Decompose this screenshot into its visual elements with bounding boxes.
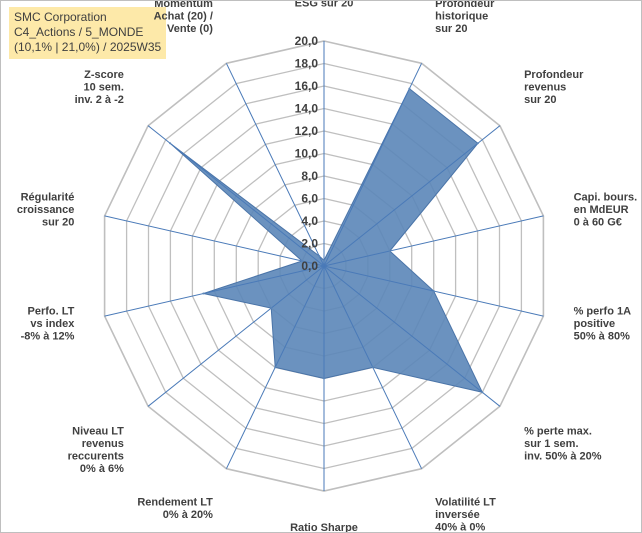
data-point [323, 259, 325, 262]
axis-label-line: reccurents [68, 451, 124, 463]
axis-spoke [323, 125, 501, 267]
axis-label: Capi. bours. en MdEUR 0 à 60 G€ [574, 192, 638, 229]
axis-label-line: Momentum [154, 1, 213, 10]
axis-label-line: sur 20 [435, 23, 467, 35]
data-point [476, 142, 479, 145]
axis-label-line: 0% à 20% [163, 509, 213, 521]
axis-label-line: inv. 2 à -2 [75, 94, 124, 106]
data-point [432, 290, 435, 292]
axis-label-line: Capi. bours. [574, 192, 638, 204]
tick-label: 4,0 [301, 214, 318, 228]
axis-label-line: Niveau LT [72, 426, 124, 438]
tick-label: 8,0 [301, 169, 318, 183]
axis-spoke [225, 63, 325, 267]
axis-label-line: 0 à 60 G€ [574, 217, 622, 229]
tick-label: 12,0 [295, 124, 319, 138]
chart-title-company: SMC Corporation [14, 10, 107, 24]
chart-title-box: SMC Corporation C4_Actions / 5_MONDE (10… [9, 7, 167, 59]
axis-label-line: sur 1 sem. [524, 438, 578, 450]
data-point [388, 250, 391, 252]
data-point [202, 292, 205, 295]
axis-label-line: inversée [435, 509, 480, 521]
axis-label-line: revenus [524, 81, 566, 93]
axis-label: Volatilité LT inversée 40% à 0% [435, 497, 496, 532]
axis-spoke [323, 265, 501, 407]
axis-label: Régularité croissance sur 20 [17, 192, 74, 229]
axis-label-line: Ratio Sharpe [290, 522, 358, 532]
axis-label: Rendement LT 0% à 20% [137, 497, 213, 521]
axis-label-line: % perte max. [524, 426, 592, 438]
axis-label-line: Profondeur [524, 69, 584, 81]
data-point [323, 377, 325, 380]
data-point [169, 142, 172, 145]
axis-label-line: Achat (20) / [154, 10, 213, 22]
data-point [301, 260, 304, 262]
axis-label: % perte max. sur 1 sem. inv. 50% à 20% [524, 426, 602, 463]
axis-label: Profondeur historique sur 20 [435, 1, 495, 35]
tick-label: 18,0 [295, 57, 319, 71]
tick-label: 6,0 [301, 192, 318, 206]
axis-spoke [323, 63, 423, 267]
axis-label: Z-score 10 sem. inv. 2 à -2 [75, 69, 124, 106]
axis-label-line: sur 20 [42, 217, 74, 229]
axis-label: Momentum Achat (20) / Vente (0) [154, 1, 214, 35]
data-point [481, 391, 484, 394]
axis-label-line: Rendement LT [137, 497, 213, 509]
tick-label: 2,0 [301, 237, 318, 251]
axis-label-line: ESG sur 20 [295, 1, 354, 10]
tick-label: 0,0 [301, 259, 318, 273]
axis-label-line: historique [435, 10, 488, 22]
axis-label-line: Z-score [84, 69, 124, 81]
axis-label-line: inv. 50% à 20% [524, 451, 602, 463]
data-point [371, 366, 374, 369]
axis-label-line: 50% à 80% [574, 331, 630, 343]
axis-label-line: positive [574, 318, 616, 330]
data-point [318, 254, 321, 257]
axis-label: % perfo 1A positive 50% à 80% [574, 306, 632, 343]
axis-label: Ratio Sharpe0 à 1 [290, 522, 358, 532]
axis-label-line: -8% à 12% [21, 331, 75, 343]
tick-label: 14,0 [295, 102, 319, 116]
data-point [274, 366, 277, 369]
axis-label-line: Vente (0) [167, 23, 213, 35]
axis-spoke [104, 215, 325, 267]
axis-label-line: Profondeur [435, 1, 495, 10]
axis-label-line: 40% à 0% [435, 522, 485, 532]
axis-label-line: 0% à 6% [80, 463, 124, 475]
axis-label-line: Régularité [21, 192, 75, 204]
axis-spoke [104, 265, 325, 317]
axis-label-line: revenus [82, 438, 124, 450]
axis-label-line: sur 20 [524, 94, 556, 106]
axis-spoke [147, 125, 325, 267]
tick-label: 10,0 [295, 147, 319, 161]
tick-label: 16,0 [295, 79, 319, 93]
axis-label: Profondeur revenus sur 20 [524, 69, 584, 106]
axis-label-line: % perfo 1A [574, 306, 632, 318]
axis-label-line: croissance [17, 204, 74, 216]
axis-label: Perfo. LT vs index -8% à 12% [21, 306, 76, 343]
chart-title-period: (10,1% | 21,0%) / 2025W35 [14, 40, 162, 54]
axis-label: Niveau LT revenus reccurents 0% à 6% [68, 426, 125, 476]
axis-label-line: Perfo. LT [28, 306, 75, 318]
axis-spoke [323, 215, 544, 267]
axis-label-line: en MdEUR [574, 204, 629, 216]
axis-label-line: Volatilité LT [435, 497, 496, 509]
axis-spoke [147, 265, 325, 407]
axis-label-line: vs index [30, 318, 75, 330]
data-point [408, 87, 411, 90]
data-point [270, 307, 273, 310]
axis-label-line: 10 sem. [84, 81, 124, 93]
axis-label: NoteESG sur 20 [295, 1, 354, 10]
chart-title-universe: C4_Actions / 5_MONDE [14, 25, 144, 39]
tick-label: 20,0 [295, 34, 319, 48]
